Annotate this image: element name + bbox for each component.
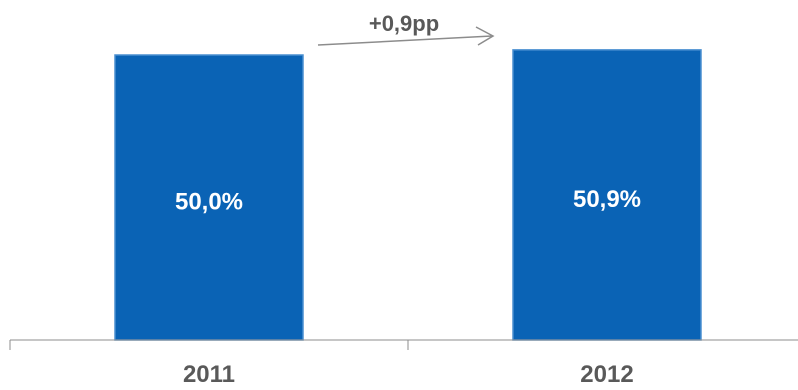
tick-labels-group: 2011 2012 [183, 361, 634, 388]
delta-annotation-label: +0,9pp [369, 11, 439, 36]
delta-annotation: +0,9pp [317, 11, 495, 46]
bar-value-label-2012: 50,9% [573, 186, 641, 213]
bar-value-label-2011: 50,0% [175, 189, 243, 216]
bar-2011 [114, 54, 304, 341]
delta-arrow-head [475, 26, 495, 46]
x-tick-label-2011: 2011 [183, 361, 235, 388]
x-axis [9, 339, 798, 350]
x-tick-label-2012: 2012 [580, 361, 633, 388]
bars-group: 50,0% 50,9% [114, 49, 702, 341]
bar-2012 [512, 49, 702, 341]
delta-arrow-line [317, 35, 493, 46]
